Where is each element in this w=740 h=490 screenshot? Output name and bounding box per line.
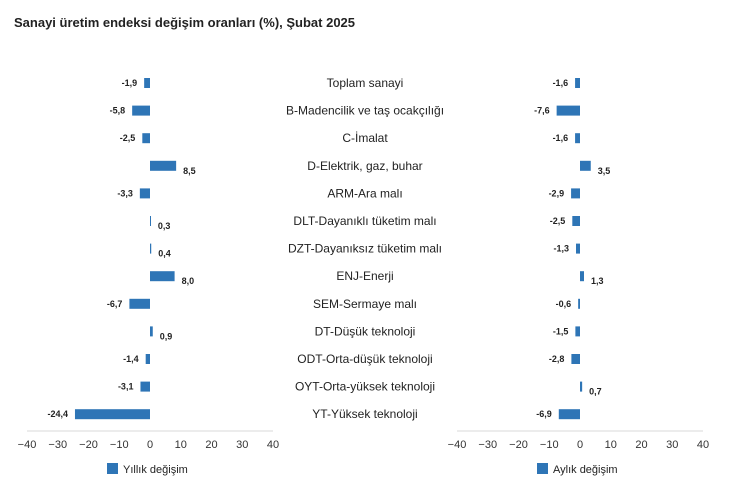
data-label: 3,5	[598, 166, 611, 176]
data-label: -2,8	[549, 354, 565, 364]
bar	[558, 409, 580, 420]
bar	[129, 298, 150, 309]
data-label: 1,3	[591, 276, 604, 286]
x-tick-label: 40	[267, 439, 279, 451]
data-label: 8,0	[182, 276, 195, 286]
x-tick-label: −20	[79, 439, 98, 451]
data-label: -2,5	[550, 216, 566, 226]
bar	[575, 133, 580, 144]
data-label: 0,4	[158, 249, 171, 259]
data-label: -6,9	[536, 409, 552, 419]
data-label: -3,1	[118, 382, 134, 392]
x-tick-label: 10	[605, 439, 617, 451]
data-label: -1,3	[553, 244, 569, 254]
data-label: -2,9	[549, 188, 565, 198]
category-label: ARM-Ara malı	[327, 186, 402, 200]
category-label: YT-Yüksek teknoloji	[312, 407, 417, 421]
data-label: -7,6	[534, 106, 550, 116]
x-tick-label: −30	[478, 439, 497, 451]
x-tick-label: −10	[540, 439, 559, 451]
legend-swatch	[107, 463, 118, 474]
data-label: 0,9	[160, 331, 173, 341]
category-label: ENJ-Enerji	[336, 269, 393, 283]
x-tick-label: 20	[635, 439, 647, 451]
bar	[144, 78, 150, 88]
bar	[74, 409, 150, 420]
x-tick-label: −40	[448, 439, 467, 451]
bar	[145, 354, 150, 364]
bar	[580, 160, 591, 171]
bar	[575, 326, 580, 337]
category-label: DLT-Dayanıklı tüketim malı	[293, 214, 436, 228]
legend-label: Aylık değişim	[553, 464, 618, 476]
bar	[572, 216, 580, 226]
data-label: -1,4	[123, 354, 139, 364]
bar	[150, 271, 175, 282]
bar	[576, 243, 580, 254]
data-label: -1,9	[122, 78, 138, 88]
bar	[571, 188, 580, 199]
x-tick-label: 30	[236, 439, 248, 451]
data-label: -3,3	[117, 188, 133, 198]
chart-title: Sanayi üretim endeksi değişim oranları (…	[14, 15, 356, 30]
data-label: 0,3	[158, 221, 171, 231]
category-label: C-İmalat	[342, 131, 388, 145]
data-label: -1,6	[553, 133, 569, 143]
bar	[150, 160, 177, 171]
bar	[556, 105, 580, 116]
x-tick-label: 30	[666, 439, 678, 451]
x-tick-label: 0	[147, 439, 153, 451]
category-label: ODT-Orta-düşük teknoloji	[297, 352, 432, 366]
legend-swatch	[537, 463, 548, 474]
x-tick-label: 0	[577, 439, 583, 451]
bar	[132, 105, 150, 116]
bar	[150, 216, 151, 226]
category-label: DT-Düşük teknoloji	[315, 324, 416, 338]
bar	[142, 133, 150, 144]
x-tick-label: −20	[509, 439, 528, 451]
category-label: Toplam sanayi	[327, 76, 404, 90]
bar	[140, 381, 150, 392]
x-tick-label: 40	[697, 439, 709, 451]
data-label: 8,5	[183, 166, 196, 176]
data-label: 0,7	[589, 387, 602, 397]
category-label: DZT-Dayanıksız tüketim malı	[288, 242, 442, 256]
category-label: OYT-Orta-yüksek teknoloji	[295, 380, 435, 394]
x-tick-label: −40	[18, 439, 37, 451]
x-tick-label: 10	[175, 439, 187, 451]
x-tick-label: −30	[48, 439, 67, 451]
bar	[139, 188, 150, 199]
data-label: -2,5	[120, 133, 136, 143]
bar	[578, 298, 580, 309]
x-tick-label: 20	[205, 439, 217, 451]
bar	[150, 326, 153, 337]
bar	[575, 78, 580, 88]
category-label: SEM-Sermaye malı	[313, 297, 417, 311]
category-label: B-Madencilik ve taş ocakçılığı	[286, 104, 444, 118]
bar	[571, 354, 580, 364]
data-label: -24,4	[47, 409, 68, 419]
legend-label: Yıllık değişim	[123, 464, 188, 476]
bar	[580, 381, 583, 392]
data-label: -1,5	[553, 326, 569, 336]
data-label: -0,6	[556, 299, 572, 309]
data-label: -1,6	[553, 78, 569, 88]
x-tick-label: −10	[110, 439, 129, 451]
bar	[580, 271, 584, 282]
bar	[150, 243, 152, 254]
category-label: D-Elektrik, gaz, buhar	[307, 159, 422, 173]
data-label: -5,8	[110, 106, 126, 116]
data-label: -6,7	[107, 299, 123, 309]
